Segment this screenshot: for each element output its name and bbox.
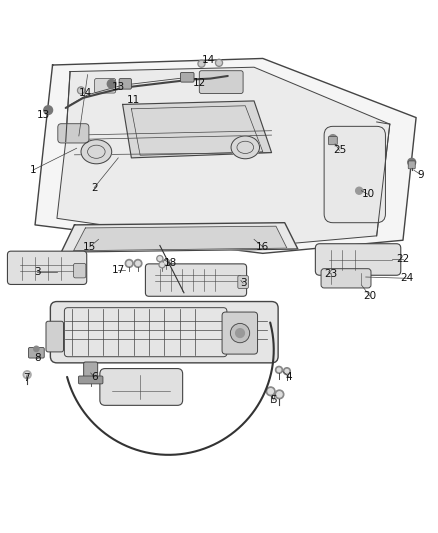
Text: 2: 2 [91,183,98,192]
FancyBboxPatch shape [58,124,89,143]
Text: 4: 4 [286,372,293,382]
Circle shape [276,366,283,374]
FancyBboxPatch shape [180,72,194,82]
Circle shape [158,257,162,260]
FancyBboxPatch shape [95,78,116,93]
Ellipse shape [81,140,112,164]
Circle shape [198,60,205,67]
Polygon shape [57,67,390,247]
Polygon shape [74,226,287,251]
Circle shape [266,387,275,395]
Text: 5: 5 [270,395,277,405]
Text: 14: 14 [79,88,92,99]
Polygon shape [61,223,298,252]
FancyBboxPatch shape [199,71,243,93]
Circle shape [277,392,282,397]
Text: 22: 22 [396,254,410,264]
Circle shape [165,260,168,264]
FancyBboxPatch shape [78,376,103,384]
Circle shape [134,260,142,268]
Text: 18: 18 [164,259,177,269]
Circle shape [25,373,29,377]
FancyBboxPatch shape [145,264,247,296]
Text: 25: 25 [333,146,346,156]
Polygon shape [123,101,272,158]
Text: 6: 6 [91,372,98,382]
Text: 20: 20 [364,291,377,301]
Circle shape [199,61,204,66]
Circle shape [215,59,223,66]
Text: 9: 9 [417,169,424,180]
FancyBboxPatch shape [408,161,415,169]
FancyBboxPatch shape [321,269,371,288]
Circle shape [125,260,133,268]
Circle shape [230,324,250,343]
Circle shape [107,79,116,88]
FancyBboxPatch shape [100,368,183,405]
Circle shape [79,88,83,93]
Circle shape [217,61,221,65]
Circle shape [268,389,273,394]
Circle shape [159,262,165,268]
Text: 3: 3 [240,278,247,288]
Text: 14: 14 [201,55,215,65]
Text: 7: 7 [23,373,30,383]
Circle shape [157,255,163,262]
FancyBboxPatch shape [50,302,278,363]
FancyBboxPatch shape [28,348,44,358]
FancyBboxPatch shape [324,126,385,223]
Circle shape [275,390,284,399]
Polygon shape [35,59,416,253]
Circle shape [127,261,131,265]
Text: 13: 13 [37,110,50,120]
Circle shape [163,259,170,265]
FancyBboxPatch shape [84,362,98,382]
FancyBboxPatch shape [119,78,131,89]
Circle shape [408,158,416,166]
Circle shape [285,369,289,373]
Circle shape [78,87,85,94]
Text: 11: 11 [127,95,140,105]
FancyBboxPatch shape [315,244,401,275]
FancyBboxPatch shape [222,312,258,354]
Circle shape [44,106,53,115]
Text: 1: 1 [29,165,36,175]
Circle shape [277,368,281,372]
FancyBboxPatch shape [46,321,64,352]
Circle shape [356,187,363,194]
Circle shape [160,263,164,266]
Circle shape [136,261,140,265]
Text: 23: 23 [324,269,337,279]
Circle shape [236,329,244,337]
Circle shape [23,371,31,378]
Text: 3: 3 [34,267,41,277]
Text: 15: 15 [83,242,96,252]
FancyBboxPatch shape [328,136,337,145]
Text: 17: 17 [112,265,125,275]
FancyBboxPatch shape [238,276,248,288]
Text: 8: 8 [34,353,41,364]
Text: 10: 10 [361,189,374,199]
FancyBboxPatch shape [74,263,86,278]
Circle shape [34,346,39,351]
Text: 24: 24 [401,273,414,284]
Text: 16: 16 [256,242,269,252]
Text: 12: 12 [193,78,206,88]
Ellipse shape [231,136,259,159]
Text: 13: 13 [112,82,125,92]
FancyBboxPatch shape [7,251,87,285]
Circle shape [283,368,290,375]
Circle shape [329,135,337,142]
